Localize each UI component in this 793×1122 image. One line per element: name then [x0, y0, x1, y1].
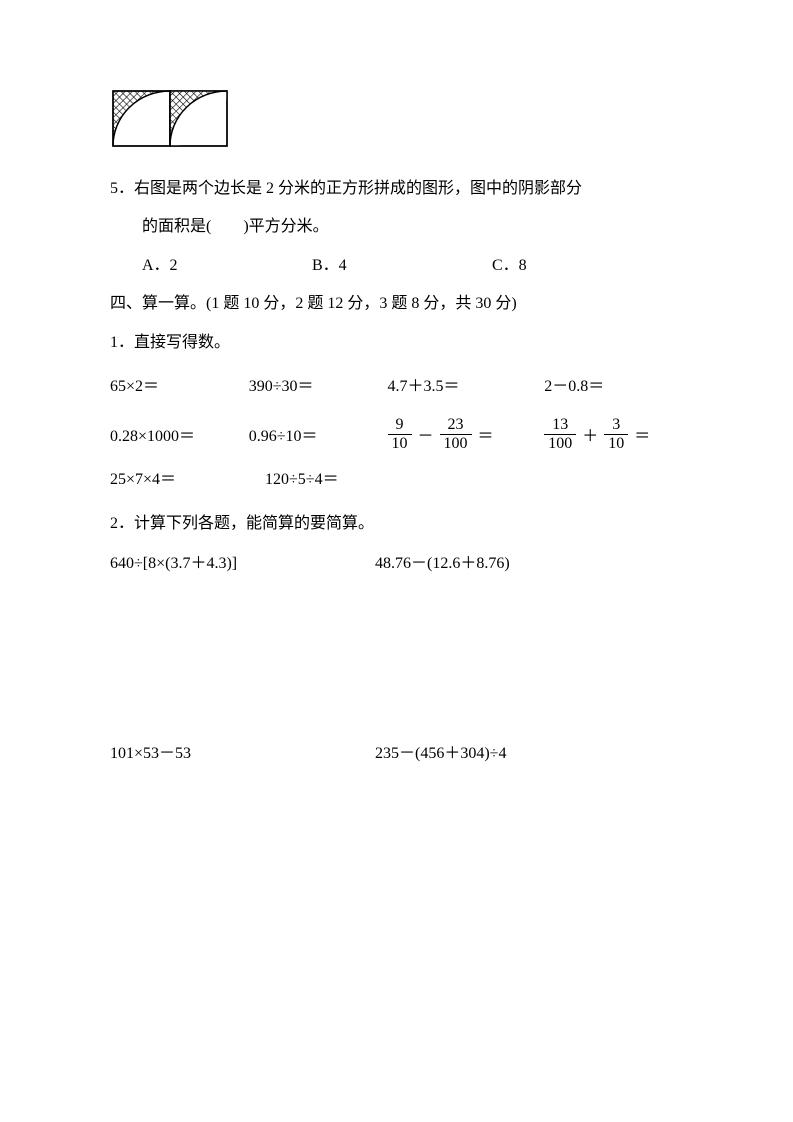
frac-den: 100 — [440, 435, 472, 453]
choice-b: B．4 — [312, 247, 492, 285]
p2-r2c2: 235－(456＋304)÷4 — [375, 739, 675, 763]
section4-heading: 四、算一算。(1 题 10 分，2 题 12 分，3 题 8 分，共 30 分) — [110, 285, 683, 323]
calc-row-3: 25×7×4＝ 120÷5÷4＝ — [110, 461, 683, 499]
calc-row-2: 0.28×1000＝ 0.96÷10＝ 910 － 23100 ＝ 13100 … — [110, 416, 683, 452]
calc-r2c2: 0.96÷10＝ — [249, 422, 388, 446]
frac-num: 9 — [388, 416, 412, 435]
p2-r1c2: 48.76－(12.6＋8.76) — [375, 549, 675, 573]
calc-r1c1: 65×2＝ — [110, 368, 249, 406]
frac-op: ＋ — [580, 422, 600, 446]
choice-a: A．2 — [142, 247, 312, 285]
p2-r2c1: 101×53－53 — [110, 739, 375, 763]
calc-r1c3: 4.7＋3.5＝ — [388, 368, 545, 406]
frac-num: 3 — [604, 416, 628, 435]
frac-den: 100 — [544, 435, 576, 453]
calc-r1c2: 390÷30＝ — [249, 368, 388, 406]
calc-row-1: 65×2＝ 390÷30＝ 4.7＋3.5＝ 2－0.8＝ — [110, 368, 683, 406]
q5-choices: A．2 B．4 C．8 — [110, 247, 683, 285]
frac-tail: ＝ — [476, 422, 496, 446]
frac-tail: ＝ — [632, 422, 652, 446]
calc-r3c2: 120÷5÷4＝ — [265, 461, 420, 499]
p2-row2: 101×53－53 235－(456＋304)÷4 — [110, 739, 683, 763]
frac-den: 10 — [604, 435, 628, 453]
choice-c: C．8 — [492, 247, 652, 285]
q5-line2: 的面积是( )平方分米。 — [110, 208, 683, 246]
frac-num: 13 — [544, 416, 576, 435]
calc-r1c4: 2－0.8＝ — [544, 368, 683, 406]
p1-heading: 1．直接写得数。 — [110, 324, 683, 362]
frac-den: 10 — [388, 435, 412, 453]
q5-line1: 5．右图是两个边长是 2 分米的正方形拼成的图形，图中的阴影部分 — [110, 170, 683, 208]
p2-r1c1: 640÷[8×(3.7＋4.3)] — [110, 549, 375, 573]
p2-row1: 640÷[8×(3.7＋4.3)] 48.76－(12.6＋8.76) — [110, 549, 683, 573]
calc-r3c1: 25×7×4＝ — [110, 461, 265, 499]
calc-r2c1: 0.28×1000＝ — [110, 422, 249, 446]
workspace-gap — [110, 573, 683, 733]
p2-heading: 2．计算下列各题，能简算的要简算。 — [110, 505, 683, 543]
shaded-figure — [112, 90, 683, 152]
calc-r2c3: 910 － 23100 ＝ — [388, 416, 545, 452]
calc-r2c4: 13100 ＋ 310 ＝ — [544, 416, 683, 452]
frac-num: 23 — [440, 416, 472, 435]
frac-op: － — [416, 422, 436, 446]
